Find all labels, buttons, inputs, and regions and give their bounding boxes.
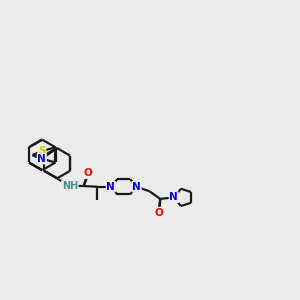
Text: O: O [154,208,163,218]
Text: S: S [38,146,46,156]
Text: N: N [38,154,46,164]
Text: NH: NH [62,181,78,191]
Text: N: N [106,182,115,192]
Text: N: N [169,192,178,203]
Text: N: N [132,182,141,192]
Text: O: O [84,168,92,178]
